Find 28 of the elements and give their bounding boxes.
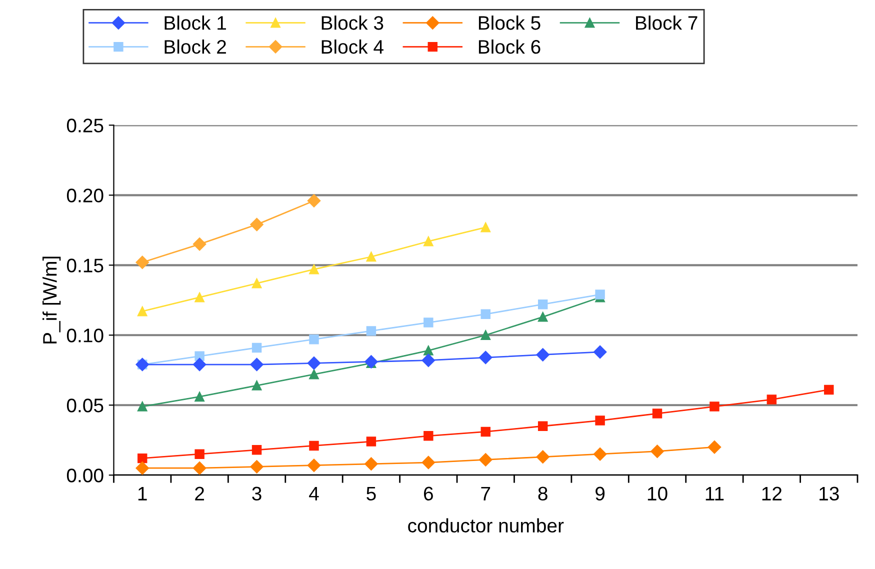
legend-label: Block 4	[322, 40, 384, 54]
x-tick-label: 2	[195, 486, 204, 500]
x-axis-title: conductor number	[408, 518, 564, 533]
legend-label: Block 2	[164, 40, 226, 54]
x-tick-label: 4	[309, 486, 319, 500]
y-tick-label: 0.00	[66, 468, 104, 482]
y-axis-title: P_if [W/m]	[42, 256, 61, 344]
x-tick-label: 8	[538, 486, 548, 501]
y-tick-label: 0.15	[66, 258, 104, 272]
x-tick-label: 10	[648, 486, 668, 501]
legend-label: Block 1	[164, 16, 226, 30]
x-tick-label: 3	[252, 486, 262, 501]
legend-label: Block 5	[478, 16, 540, 30]
x-tick-label: 1	[138, 486, 147, 500]
x-tick-label: 12	[762, 486, 782, 500]
x-tick-label: 9	[596, 486, 605, 501]
x-tick-label: 13	[820, 486, 839, 501]
y-tick-label: 0.20	[66, 188, 104, 202]
x-tick-label: 6	[424, 486, 433, 501]
y-tick-label: 0.25	[66, 118, 104, 132]
y-tick-label: 0.10	[66, 328, 104, 342]
legend-label: Block 7	[636, 16, 698, 30]
x-tick-label: 5	[366, 486, 376, 501]
x-tick-label: 7	[481, 486, 490, 500]
x-tick-label: 11	[706, 486, 724, 500]
legend-label: Block 3	[322, 16, 384, 30]
legend-label: Block 6	[478, 40, 540, 54]
y-tick-label: 0.05	[66, 398, 104, 412]
